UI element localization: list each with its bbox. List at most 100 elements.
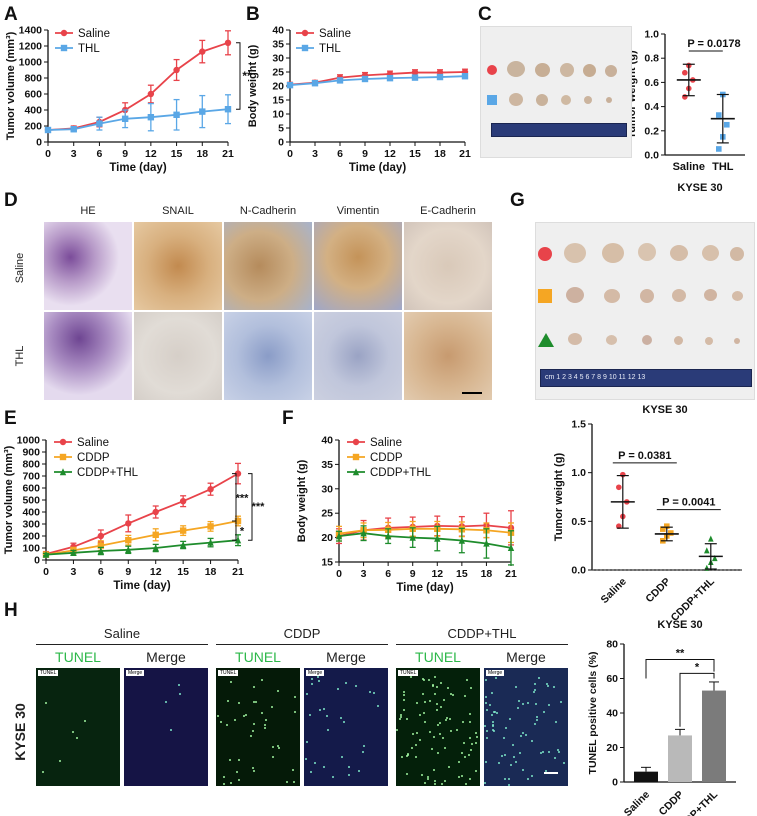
data-point-B	[286, 81, 294, 88]
series-line-B-Saline	[289, 71, 466, 86]
cddp-marker-icon-g	[538, 289, 552, 303]
fluor-dot	[429, 700, 432, 703]
x-tick-label-B: 12	[384, 148, 396, 160]
panel-label-c: C	[478, 4, 492, 25]
data-point-E	[207, 523, 214, 530]
data-point-E	[125, 520, 132, 527]
tumor-g-18	[734, 338, 740, 344]
x-tick-label-F: 18	[481, 568, 493, 580]
fluor-dot	[469, 737, 472, 740]
tunel-col-2: TUNEL	[235, 649, 281, 665]
fluor-dot	[500, 754, 503, 757]
data-point-B	[436, 73, 444, 81]
fluor-dot	[434, 782, 437, 785]
fluor-dot	[252, 701, 255, 704]
series-line-E-CDDP+THL	[45, 539, 239, 556]
fluor-dot	[223, 782, 226, 785]
data-point-F	[360, 529, 367, 537]
data-point-A	[121, 115, 129, 122]
fluor-dot	[403, 708, 406, 711]
tumor-g-2	[602, 243, 624, 263]
data-point-C	[690, 77, 696, 83]
fluor-dot	[491, 714, 494, 717]
fluor-dot	[460, 752, 463, 755]
fluor-dot	[537, 676, 540, 679]
ihc-row-label-saline: Saline	[14, 252, 26, 284]
fluor-dot	[416, 702, 419, 705]
fluor-dot	[348, 765, 351, 768]
fluor-dot	[418, 714, 421, 717]
fluor-dot	[520, 735, 523, 738]
fluor-dot	[553, 757, 556, 760]
data-point-B	[436, 69, 444, 76]
tumor-g-9	[640, 289, 654, 303]
fluor-dot	[546, 685, 549, 688]
y-tick-label-A: 1200	[19, 41, 43, 53]
tumor-g-1	[564, 243, 586, 263]
fluor-dot	[432, 769, 435, 772]
data-point-A	[70, 126, 77, 133]
data-point-G	[708, 558, 714, 566]
data-point-C	[724, 121, 730, 128]
data-point-B	[411, 69, 419, 76]
data-point-G	[660, 526, 666, 532]
fluor-dot	[398, 718, 401, 720]
fluor-dot	[304, 757, 307, 760]
fluor-dot	[484, 724, 486, 727]
stain-header-he: HE	[80, 205, 96, 217]
data-point-G	[708, 535, 714, 542]
legend-marker-A	[60, 29, 68, 37]
data-point-B	[386, 74, 394, 82]
x-tick-label-B: 6	[337, 148, 343, 160]
fluor-dot	[72, 730, 75, 733]
fluor-dot	[449, 718, 452, 721]
fluor-dot	[503, 778, 506, 781]
data-point-F	[335, 530, 343, 537]
fluor-dot	[331, 776, 334, 779]
x-tick-label-B: 0	[287, 148, 293, 160]
y-tick-label-A: 400	[24, 105, 42, 117]
fluor-dot	[361, 751, 364, 754]
fluor-dot	[422, 693, 425, 696]
fluor-dot	[237, 701, 240, 704]
y-tick-label-F: 30	[321, 483, 333, 495]
data-point-B	[386, 70, 394, 78]
series-line-E-Saline	[45, 472, 239, 555]
fluor-dot	[437, 723, 440, 726]
tunel-col-4: TUNEL	[415, 649, 461, 665]
fluor-dot	[530, 774, 533, 777]
tumor-c-4	[583, 64, 596, 77]
fluor-dot	[309, 714, 312, 717]
fluor-dot	[286, 780, 289, 783]
y-tick-label-F: 15	[321, 557, 333, 569]
y-tick-label-G: 1.0	[571, 467, 586, 479]
bar-H-2	[702, 690, 726, 782]
fluor-dot	[463, 756, 466, 759]
fluor-dot	[485, 678, 488, 681]
x-axis-label-E: Time (day)	[113, 580, 170, 592]
legend-marker-F	[352, 468, 360, 476]
data-point-E	[70, 543, 77, 550]
y-tick-label-E: 700	[22, 471, 40, 483]
fluor-dot	[418, 739, 421, 742]
fluor-dot	[468, 778, 471, 781]
y-tick-label-A: 0	[36, 137, 42, 149]
tumor-c-9	[584, 96, 592, 104]
fluor-dot	[306, 692, 308, 695]
data-point-B	[286, 81, 294, 89]
tumor-g-10	[672, 289, 686, 302]
fluor-dot	[516, 706, 519, 709]
x-tick-label-B: 15	[409, 148, 421, 160]
x-tick-label-G: Saline	[599, 576, 629, 606]
y-axis-label-E: Tumor volume (mm³)	[3, 445, 15, 554]
legend-label-A: THL	[78, 43, 100, 55]
fluor-dot	[535, 718, 538, 721]
x-tick-label-A: 18	[196, 148, 208, 160]
data-point-E	[207, 538, 214, 546]
fluor-dot	[555, 720, 558, 723]
fluor-dot	[461, 720, 464, 723]
x-tick-label-H: CDDP	[657, 789, 687, 816]
legend-marker-E	[59, 453, 67, 461]
data-point-C	[682, 69, 688, 76]
data-point-F	[384, 532, 392, 540]
